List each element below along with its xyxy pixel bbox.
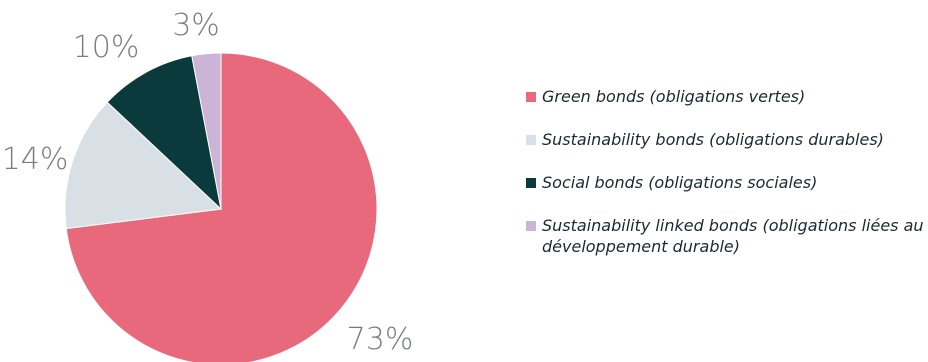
- pie-slices: [64, 52, 378, 362]
- pie-slice: [64, 101, 223, 230]
- legend-label: Sustainability linked bonds (obligations…: [542, 216, 924, 256]
- legend-swatch: [526, 221, 536, 231]
- pie-value-label: 73%: [347, 322, 414, 357]
- pie-value-labels: 73% 14% 10% 3%: [2, 8, 414, 357]
- legend-swatch: [526, 178, 536, 188]
- legend: Green bonds (obligations vertes) Sustain…: [526, 86, 926, 279]
- pie-value-label: 3%: [172, 8, 220, 43]
- pie-slice: [191, 52, 222, 210]
- pie-value-label: 10%: [73, 30, 140, 65]
- legend-item-sustainability-linked-bonds: Sustainability linked bonds (obligations…: [526, 215, 926, 257]
- pie-slice: [106, 55, 222, 211]
- legend-item-green-bonds: Green bonds (obligations vertes): [526, 86, 926, 107]
- pie-value-label: 14%: [2, 142, 69, 177]
- legend-item-sustainability-bonds: Sustainability bonds (obligations durabl…: [526, 129, 926, 150]
- legend-label: Sustainability bonds (obligations durabl…: [542, 130, 884, 149]
- legend-label: Social bonds (obligations sociales): [542, 173, 818, 192]
- legend-label: Green bonds (obligations vertes): [542, 87, 806, 106]
- legend-swatch: [526, 135, 536, 145]
- pie-slice: [65, 52, 378, 362]
- legend-item-social-bonds: Social bonds (obligations sociales): [526, 172, 926, 193]
- legend-swatch: [526, 92, 536, 102]
